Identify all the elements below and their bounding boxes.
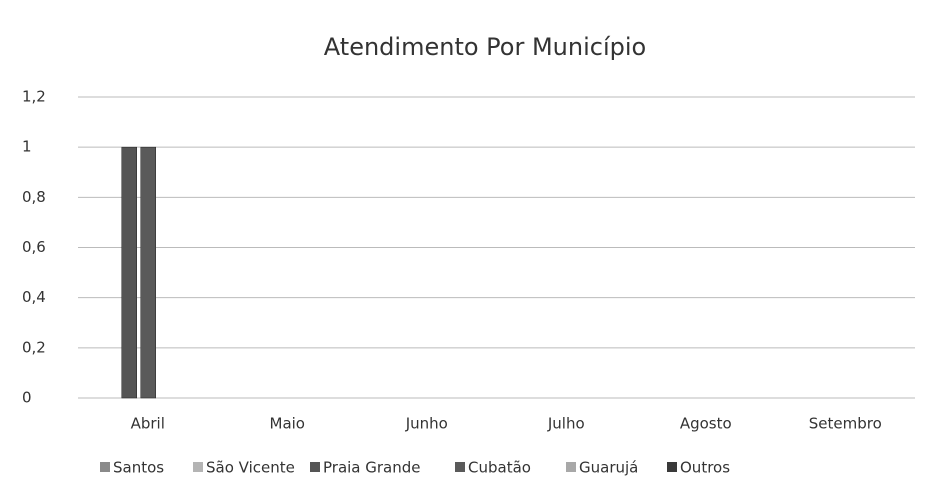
legend-label: Guarujá	[579, 459, 638, 477]
bar	[140, 146, 156, 399]
chart-title: Atendimento Por Município	[324, 33, 646, 61]
y-tick-label: 1	[22, 138, 32, 156]
bar	[121, 146, 137, 399]
y-tick-label: 0,6	[22, 238, 46, 256]
legend-label: Santos	[113, 459, 164, 477]
x-tick-label: Junho	[405, 415, 448, 433]
y-tick-label: 0,8	[22, 188, 46, 206]
y-tick-label: 0,2	[22, 338, 46, 356]
y-tick-label: 0	[22, 389, 32, 407]
x-tick-label: Setembro	[809, 415, 882, 433]
legend-swatch	[310, 462, 320, 472]
legend-swatch	[193, 462, 203, 472]
x-tick-label: Abril	[131, 415, 165, 433]
y-tick-label: 0,4	[22, 288, 46, 306]
x-tick-label: Agosto	[680, 415, 732, 433]
legend-label: São Vicente	[206, 459, 295, 477]
x-tick-label: Julho	[547, 415, 585, 433]
legend-swatch	[100, 462, 110, 472]
legend-label: Praia Grande	[323, 459, 421, 477]
legend-label: Cubatão	[468, 459, 531, 477]
x-tick-label: Maio	[270, 415, 305, 433]
legend-swatch	[455, 462, 465, 472]
legend-swatch	[667, 462, 677, 472]
legend-label: Outros	[680, 459, 730, 477]
legend-swatch	[566, 462, 576, 472]
y-tick-label: 1,2	[22, 88, 46, 106]
